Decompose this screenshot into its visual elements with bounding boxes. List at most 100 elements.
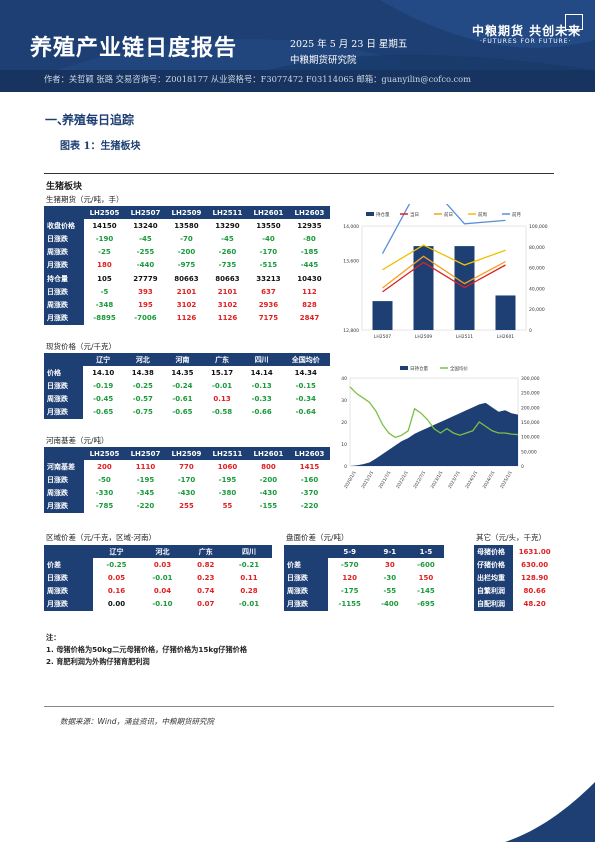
column-header: LH2509 — [165, 447, 207, 461]
table-row: 周涨跌 -0.45 -0.57 -0.61 0.13 -0.33 -0.34 — [44, 392, 330, 406]
divider — [44, 173, 554, 174]
column-header: 9-1 — [371, 545, 408, 559]
cell-value: 80663 — [215, 274, 240, 283]
row-label: 月涨跌 — [44, 405, 84, 419]
column-header: LH2511 — [206, 206, 248, 220]
cell-value: -0.13 — [251, 381, 272, 390]
corner-decoration — [505, 782, 595, 842]
cell-value: 393 — [138, 287, 153, 296]
cell-value: -55 — [383, 587, 397, 596]
cell-value: -0.61 — [172, 395, 193, 404]
series-line — [349, 386, 519, 439]
row-label: 周涨跌 — [284, 584, 328, 598]
cell-value: 828 — [302, 300, 317, 309]
table-row: 月涨跌 -0.65 -0.75 -0.65 -0.58 -0.66 -0.64 — [44, 405, 330, 419]
cell-value: -195 — [136, 475, 155, 484]
figure-title: 图表 1：生猪板块 — [60, 141, 141, 152]
spot-table: 辽宁 河北 河南 广东 四川 全国均价 价格 14.10 14.38 14.35 15.17 14.1… — [44, 353, 330, 419]
cell-value: 1631.00 — [518, 547, 551, 556]
cell-value: -220 — [136, 502, 155, 511]
cell-value: 13240 — [133, 221, 158, 230]
table-row: 月涨跌 0.00 -0.10 0.07 -0.01 — [44, 597, 272, 611]
row-label: 月涨跌 — [44, 311, 84, 325]
cell-value: 14.14 — [250, 368, 273, 377]
column-header: 5-9 — [327, 545, 372, 559]
row-label: 自繁利润 — [474, 584, 514, 598]
cell-value: -695 — [417, 600, 435, 609]
cell-value: -0.10 — [152, 600, 173, 609]
cell-value: 0.16 — [107, 587, 126, 596]
row-label: 日涨跌 — [44, 473, 84, 487]
header-row: 辽宁 河北 河南 广东 四川 全国均价 — [44, 353, 330, 367]
row-label: 价格 — [44, 366, 84, 380]
table-row: 持仓量 105 27779 80663 80663 33213 10430 — [44, 271, 330, 286]
row-label: 日涨跌 — [44, 232, 84, 246]
cell-value: -0.33 — [251, 395, 272, 404]
series-line-前日 — [382, 255, 506, 289]
brand-slogan: 中粮期货 共创未来 — [472, 24, 582, 38]
cell-value: 0.23 — [197, 573, 215, 582]
notes-title: 注： — [46, 633, 61, 642]
table-row: 价差 -0.25 0.03 0.82 -0.21 — [44, 558, 272, 572]
cell-value: -1155 — [338, 600, 361, 609]
series-line-前周 — [382, 244, 506, 271]
cell-value: 112 — [302, 287, 317, 296]
column-header: 辽宁 — [93, 545, 140, 559]
column-header: 广东 — [202, 353, 242, 367]
x-tick-label: 2024/7/1 — [482, 470, 497, 490]
cell-value: 15.17 — [210, 368, 234, 377]
column-header: LH2505 — [84, 206, 125, 220]
cell-value: -445 — [300, 261, 319, 270]
column-header: 河北 — [123, 353, 163, 367]
table-row: 周涨跌 -25 -255 -200 -260 -170 -185 — [44, 245, 330, 259]
spread-subtitle: 盘面价差（元/吨） — [286, 533, 349, 542]
cell-value: -200 — [259, 475, 278, 484]
cell-value: -25 — [98, 248, 111, 257]
cell-value: -0.01 — [238, 600, 260, 609]
cell-value: 105 — [97, 274, 112, 283]
cell-value: -735 — [218, 261, 237, 270]
x-tick-label: 2022/1/1 — [395, 470, 410, 490]
row-label: 日涨跌 — [44, 285, 84, 299]
cell-value: -70 — [180, 234, 193, 243]
table-row: 日涨跌 -50 -195 -170 -195 -200 -160 — [44, 473, 330, 487]
row-label: 收盘价格 — [44, 219, 84, 233]
table-row: 日涨跌 -0.19 -0.25 -0.24 -0.01 -0.13 -0.15 — [44, 379, 330, 393]
table-row: 母猪价格 1631.00 — [474, 545, 556, 559]
y2-tick-label: 150,000 — [521, 420, 540, 426]
note-line-2: 2. 育肥利润为外购仔猪育肥利润 — [46, 657, 150, 666]
author-line: 作者：关哲颖 张路 交易咨询号：Z0018177 从业资格号：F3077472 … — [0, 70, 595, 92]
y2-tick-label: 80,000 — [529, 245, 545, 251]
section-title: 养殖每日追踪 — [62, 113, 135, 127]
cell-value: -160 — [300, 475, 319, 484]
note-line-1: 1. 母猪价格为50kg二元母猪价格，仔猪价格为15kg仔猪价格 — [46, 645, 248, 654]
column-header: LH2507 — [124, 447, 166, 461]
cell-value: 13580 — [174, 221, 199, 230]
cell-value: 0.82 — [197, 560, 215, 569]
column-header: 1-5 — [407, 545, 444, 559]
y2-tick-label: 100,000 — [529, 224, 548, 230]
cell-value: -0.24 — [172, 381, 193, 390]
cell-value: -145 — [417, 587, 435, 596]
legend-label: 日持仓量 — [410, 365, 428, 372]
y-tick-label: 14,000 — [343, 224, 359, 230]
futures-subtitle: 生猪期货（元/吨，手） — [46, 195, 124, 204]
cell-value: 2847 — [299, 314, 320, 323]
column-header — [44, 206, 84, 220]
cell-value: -440 — [136, 261, 155, 270]
cell-value: -380 — [218, 489, 237, 498]
table-row: 日涨跌 -5 393 2101 2101 637 112 — [44, 285, 330, 299]
column-header — [284, 545, 328, 559]
row-label: 周涨跌 — [44, 486, 84, 500]
brand-slogan-en: ·FUTURES FOR FUTURE· — [480, 38, 572, 45]
cell-value: 255 — [179, 502, 194, 511]
table-row: 周涨跌 -175 -55 -145 — [284, 584, 444, 598]
column-header — [44, 447, 84, 461]
cell-value: 195 — [138, 300, 153, 309]
cell-value: 2101 — [217, 287, 238, 296]
futures-curve-chart: 12,800 13,600 14,000 0 20,000 40,000 60,000 80,… — [343, 204, 548, 340]
cell-value: -260 — [218, 248, 237, 257]
header-row: LH2505 LH2507 LH2509 LH2511 LH2601 LH2603 — [44, 206, 330, 220]
column-header: 河北 — [139, 545, 186, 559]
cell-value: 3102 — [176, 300, 197, 309]
